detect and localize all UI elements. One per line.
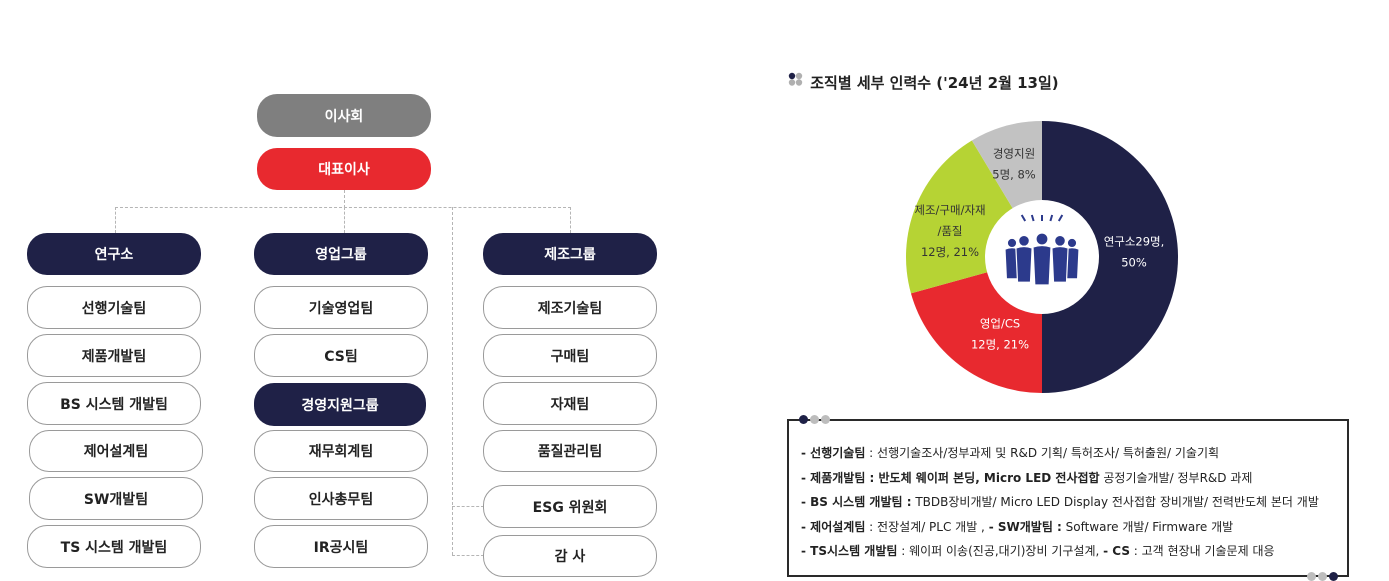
team-name: - CS: [1103, 544, 1130, 558]
pie-slice-label: 제조/구매/자재: [914, 203, 985, 217]
team-box: 제어설계팀: [29, 430, 203, 472]
note-box-dot: [1318, 572, 1327, 581]
team-description: : 전장설계/ PLC 개발 ,: [865, 519, 989, 534]
team-box: 제품개발팀: [27, 334, 201, 377]
sales-group-head: 영업그룹: [254, 233, 428, 275]
team-name: - BS 시스템 개발팀 :: [801, 495, 912, 509]
team-box: 구매팀: [483, 334, 657, 377]
note-box-dot: [821, 415, 830, 424]
pie-slice: [1042, 121, 1178, 393]
team-name: - TS시스템 개발팀: [801, 544, 898, 558]
pie-slice-label: 경영지원: [993, 147, 1035, 161]
connector-ceo-down: [344, 190, 345, 208]
team-description: 공정기술개발/ 정부R&D 과제: [1099, 470, 1253, 485]
chart-title-text: 조직별 세부 인력수 ('24년 2월 13일): [810, 74, 1059, 92]
team-box: SW개발팀: [29, 477, 203, 520]
team-description-line: - BS 시스템 개발팀 : TBDB장비개발/ Micro LED Displ…: [801, 490, 1347, 515]
pie-slice-label: /품질: [937, 224, 962, 238]
note-box-dot: [1329, 572, 1338, 581]
research-center-head: 연구소: [27, 233, 201, 275]
pie-slice-label: 연구소29명,: [1104, 235, 1165, 249]
team-description-box: - 선행기술팀 : 선행기술조사/정부과제 및 R&D 기획/ 특허조사/ 특허…: [787, 419, 1349, 577]
team-box: 인사총무팀: [254, 477, 428, 520]
team-description-line: - 제어설계팀 : 전장설계/ PLC 개발 , - SW개발팀 : Softw…: [801, 515, 1347, 540]
team-box: 재무회계팀: [254, 430, 428, 472]
headcount-pie-chart: 연구소29명, 50% 영업/CS 12명, 21% 제조/구매/자재/품질 12명, 2…: [906, 121, 1178, 393]
connector-col3: [570, 207, 571, 233]
pie-slice-label: 5명, 8%: [992, 168, 1036, 182]
pie-slice-label: 12명, 21%: [971, 338, 1029, 352]
team-box: 기술영업팀: [254, 286, 428, 329]
team-name: - SW개발팀 :: [988, 519, 1062, 534]
board-box: 이사회: [257, 94, 431, 137]
connector-col1: [115, 207, 116, 233]
team-box: 제조기술팀: [483, 286, 657, 329]
team-people-icon: [1004, 214, 1080, 286]
chart-title: 조직별 세부 인력수 ('24년 2월 13일): [787, 72, 1059, 93]
connector-col2: [344, 207, 345, 233]
team-description-line: - 제품개발팀 : 반도체 웨이퍼 본딩, Micro LED 전사접합 공정기…: [801, 466, 1347, 491]
team-box: CS팀: [254, 334, 428, 377]
note-box-dot: [1307, 572, 1316, 581]
team-name: - 제품개발팀 : 반도체 웨이퍼 본딩, Micro LED 전사접합: [801, 470, 1100, 485]
connector-top-horizontal: [115, 207, 571, 208]
audit-box: 감 사: [483, 535, 657, 577]
esg-committee-box: ESG 위원회: [483, 485, 657, 528]
title-bullet-icon: [788, 72, 803, 86]
team-description: : 선행기술조사/정부과제 및 R&D 기획/ 특허조사/ 특허출원/ 기술기획: [865, 446, 1220, 460]
team-description: TBDB장비개발/ Micro LED Display 전사접합 장비개발/ 전…: [911, 495, 1319, 509]
pie-slice-label: 50%: [1121, 256, 1147, 270]
team-description: : 웨이퍼 이송(진공,대기)장비 기구설계,: [897, 544, 1104, 558]
team-box: BS 시스템 개발팀: [27, 382, 201, 425]
pie-slice-label: 영업/CS: [980, 317, 1020, 331]
note-box-dot: [810, 415, 819, 424]
team-description-list: - 선행기술팀 : 선행기술조사/정부과제 및 R&D 기획/ 특허조사/ 특허…: [801, 441, 1347, 564]
note-box-dot: [799, 415, 808, 424]
team-box: 품질관리팀: [483, 430, 657, 472]
team-box: 선행기술팀: [27, 286, 201, 329]
connector-esg: [452, 506, 484, 507]
team-box: 자재팀: [483, 382, 657, 425]
ceo-box: 대표이사: [257, 148, 431, 190]
pie-slice-label: 12명, 21%: [921, 245, 979, 259]
manufacturing-group-head: 제조그룹: [483, 233, 657, 275]
team-box: IR공시팀: [254, 525, 428, 568]
management-support-group-head: 경영지원그룹: [254, 383, 426, 426]
team-name: - 선행기술팀: [801, 446, 866, 460]
team-box: TS 시스템 개발팀: [27, 525, 201, 568]
team-description-line: - 선행기술팀 : 선행기술조사/정부과제 및 R&D 기획/ 특허조사/ 특허…: [801, 441, 1347, 466]
team-name: - 제어설계팀: [801, 519, 866, 534]
team-description-line: - TS시스템 개발팀 : 웨이퍼 이송(진공,대기)장비 기구설계, - CS…: [801, 539, 1347, 564]
team-description: : 고객 현장내 기술문제 대응: [1129, 544, 1275, 558]
team-description: Software 개발/ Firmware 개발: [1061, 519, 1234, 534]
connector-side-vertical: [452, 207, 453, 555]
connector-audit: [452, 555, 484, 556]
